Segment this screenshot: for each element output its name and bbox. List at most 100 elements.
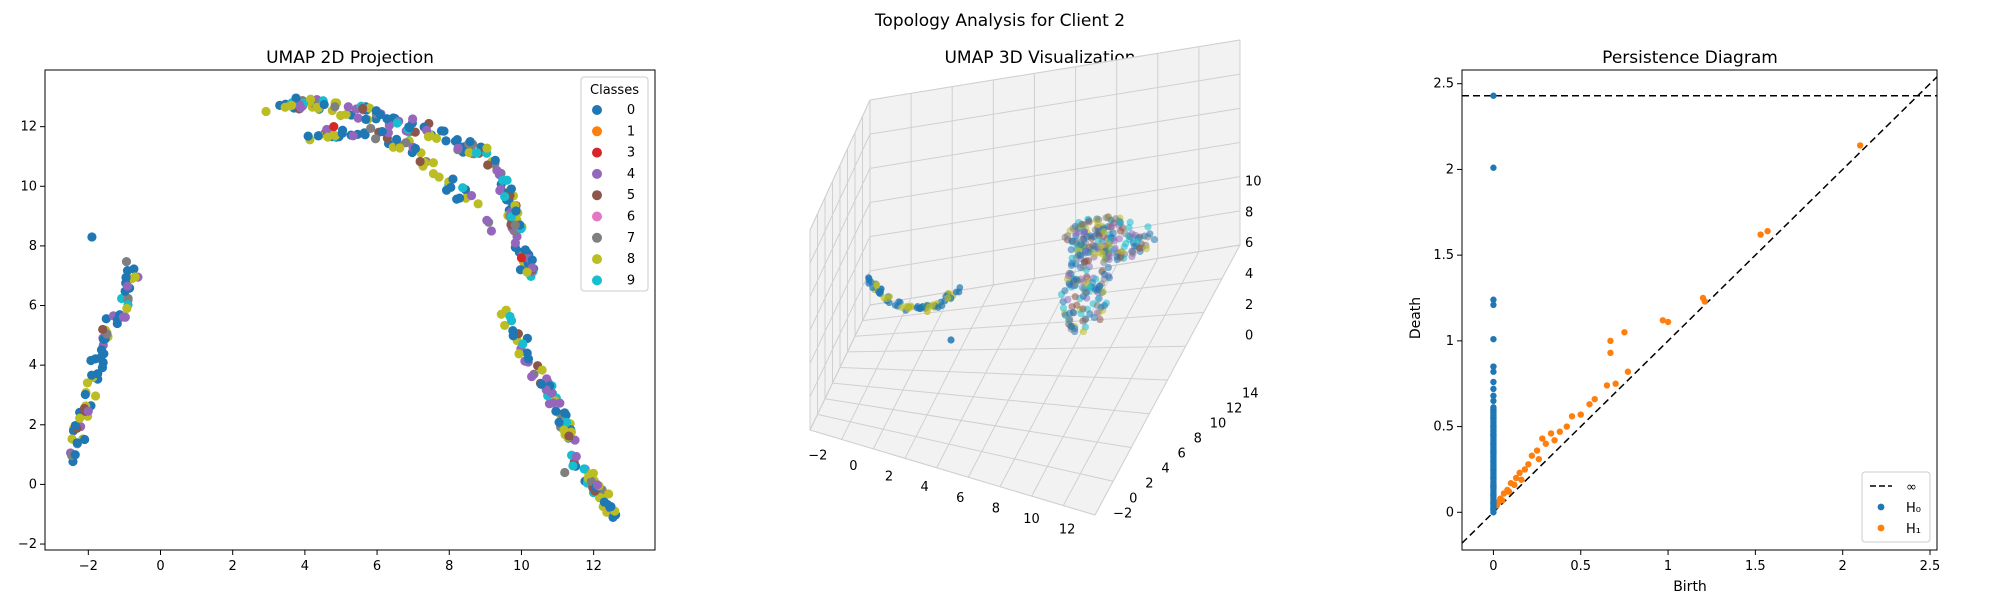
x-tick-label: 8	[445, 559, 453, 574]
floor-gridline	[841, 298, 912, 440]
h1-point	[1539, 435, 1546, 442]
umap-3d-point	[1078, 220, 1086, 228]
umap-2d-point	[486, 226, 497, 236]
legend-h0-marker	[1877, 503, 1885, 511]
umap-2d-point	[261, 106, 271, 117]
h1-point	[1701, 298, 1708, 305]
umap-3d-point	[1096, 249, 1104, 257]
legend-label: 9	[627, 273, 635, 288]
h0-point	[1490, 92, 1497, 99]
umap-3d-point	[1059, 304, 1068, 312]
umap-2d-point	[129, 264, 139, 274]
umap-2d-point	[353, 113, 363, 123]
umap-2d-axes-frame	[44, 69, 656, 551]
h0-point	[1490, 164, 1497, 171]
umap-2d-point	[548, 398, 558, 408]
x-tick-label: −2	[79, 559, 98, 574]
umap-2d-point	[505, 311, 515, 322]
back-gridline	[869, 210, 1241, 272]
umap-3d-point	[1110, 237, 1118, 245]
umap-3d-point	[1144, 223, 1152, 231]
umap-3d-point	[1064, 232, 1072, 240]
umap-2d-point	[458, 183, 468, 193]
umap-3d-point	[1066, 316, 1074, 325]
h1-point	[1563, 423, 1570, 430]
umap-2d-point	[391, 134, 402, 144]
umap-3d-point	[1089, 233, 1098, 241]
umap-3d-point	[1122, 240, 1130, 248]
umap-2d-point	[86, 355, 96, 366]
legend-marker	[592, 105, 602, 115]
umap-2d-point	[323, 132, 333, 142]
umap-2d-point	[101, 314, 111, 324]
umap-2d-point	[366, 123, 376, 133]
umap-2d-point	[453, 143, 463, 153]
h1-point	[1577, 411, 1584, 418]
h1-point	[1551, 437, 1558, 444]
umap-2d-point	[291, 93, 301, 103]
umap-2d-point	[330, 102, 340, 112]
umap-2d-point	[465, 136, 475, 147]
umap-3d-point	[880, 294, 888, 302]
umap-3d-point	[925, 303, 933, 311]
umap-2d-point	[431, 133, 442, 144]
h0-point	[1490, 335, 1497, 343]
umap-3d-point	[1116, 254, 1125, 262]
umap-3d-point	[1081, 288, 1089, 296]
umap-2d-point	[87, 370, 97, 380]
umap-3d-point	[1067, 246, 1075, 254]
umap-2d-point	[287, 100, 297, 110]
umap-2d-point	[498, 175, 508, 185]
y-tick-label: 6	[29, 299, 37, 314]
umap-3d-point	[1108, 223, 1116, 231]
umap-2d-point	[313, 131, 323, 141]
umap-2d-point	[121, 257, 132, 267]
umap-3d-point	[1105, 253, 1113, 261]
umap-3d-title: UMAP 3D Visualization	[944, 48, 1135, 68]
umap-2d-point	[348, 131, 358, 141]
umap-2d-point	[415, 156, 425, 167]
umap-3d-point	[1104, 263, 1112, 272]
y3d-tick-label: −2	[1113, 507, 1132, 522]
umap-3d-point	[1064, 296, 1072, 304]
h1-point	[1591, 395, 1598, 403]
y-tick-label: 1.5	[1433, 248, 1454, 263]
floor-gridline	[832, 382, 1150, 415]
umap-3d-point	[1126, 218, 1134, 226]
legend-label: 0	[627, 103, 635, 118]
umap-2d-point	[568, 461, 578, 471]
x3d-tick-label: 6	[956, 491, 964, 506]
h1-point	[1525, 461, 1532, 468]
z3d-tick-label: 2	[1245, 298, 1253, 313]
persistence-xlabel: Birth	[1673, 579, 1707, 595]
persistence-ylabel: Death	[1408, 297, 1424, 339]
h1-point	[1542, 440, 1550, 447]
umap-2d-point	[75, 413, 85, 423]
legend-label: H₁	[1906, 522, 1921, 537]
back-gridline	[869, 244, 1241, 306]
x3d-tick-label: 0	[849, 459, 857, 474]
h1-point	[1621, 329, 1628, 336]
umap-2d-point	[97, 363, 108, 373]
floor-gridline	[904, 284, 994, 459]
umap-2d-point	[375, 109, 385, 120]
umap-2d-point	[511, 206, 521, 216]
left-gridline	[809, 236, 871, 364]
h1-point	[1500, 490, 1508, 497]
umap-2d-point	[428, 158, 438, 168]
umap-2d-point	[361, 114, 371, 124]
floor-gridline	[817, 413, 1114, 482]
umap-2d-point	[500, 320, 510, 331]
floor-gridline	[1094, 244, 1241, 516]
umap-3d-point	[1150, 235, 1159, 244]
umap-2d-point	[319, 99, 329, 110]
umap-2d-point	[329, 122, 339, 132]
x3d-tick-label: 4	[921, 480, 929, 495]
umap-2d-point	[482, 143, 492, 153]
umap-3d-point	[1080, 235, 1088, 244]
floor-gridline	[824, 398, 1132, 448]
umap-3d-point	[947, 336, 955, 344]
h0-point	[1490, 397, 1497, 405]
umap-2d-point	[516, 253, 527, 263]
umap-2d-point	[436, 126, 447, 136]
